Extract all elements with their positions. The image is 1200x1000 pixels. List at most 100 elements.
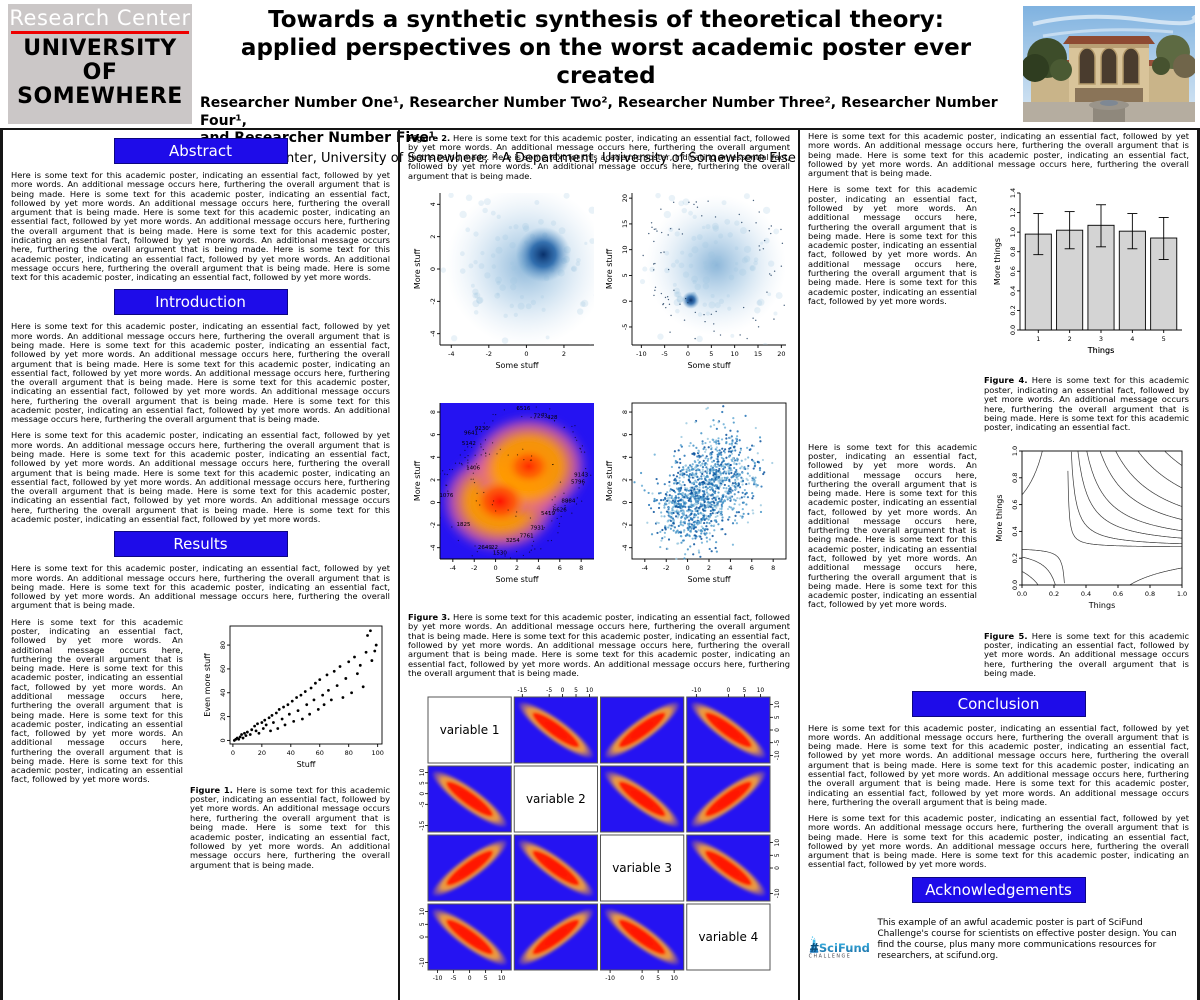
figure-3-caption-text: Here is some text for this academic post… bbox=[408, 611, 791, 679]
figure-2-caption: Figure 2. Here is some text for this aca… bbox=[408, 133, 790, 181]
svg-text:variable 4: variable 4 bbox=[698, 930, 758, 944]
svg-text:8: 8 bbox=[621, 410, 629, 414]
svg-text:Some stuff: Some stuff bbox=[495, 575, 539, 584]
svg-text:-4: -4 bbox=[429, 330, 437, 336]
svg-text:5: 5 bbox=[574, 687, 578, 694]
svg-text:4: 4 bbox=[1130, 335, 1134, 343]
svg-text:-5: -5 bbox=[419, 801, 426, 807]
svg-text:0.2: 0.2 bbox=[1011, 553, 1019, 563]
svg-text:0.6: 0.6 bbox=[1009, 267, 1017, 277]
section-header-abstract: Abstract bbox=[113, 138, 288, 164]
svg-text:22: 22 bbox=[491, 545, 498, 551]
svg-text:0.6: 0.6 bbox=[1113, 590, 1123, 598]
svg-text:0: 0 bbox=[774, 727, 781, 731]
svg-text:1.0: 1.0 bbox=[1011, 445, 1019, 455]
svg-text:2: 2 bbox=[707, 564, 711, 572]
poster-title-line1: Towards a synthetic synthesis of theoret… bbox=[268, 7, 944, 33]
svg-text:10: 10 bbox=[419, 768, 426, 776]
svg-text:0: 0 bbox=[419, 934, 426, 938]
svg-text:0: 0 bbox=[494, 564, 498, 572]
svg-text:80: 80 bbox=[345, 749, 353, 757]
svg-text:-10: -10 bbox=[691, 687, 701, 694]
svg-text:0.8: 0.8 bbox=[1009, 247, 1017, 257]
introduction-paragraph-1: Here is some text for this academic post… bbox=[11, 321, 390, 425]
svg-text:0.0: 0.0 bbox=[1011, 579, 1019, 589]
figure-4: 0.0 0.2 0.4 0.6 0.8 1.0 1.2 1.4 Things More thing… bbox=[984, 185, 1189, 438]
svg-text:Things: Things bbox=[1087, 346, 1115, 355]
svg-text:1: 1 bbox=[1036, 335, 1040, 343]
figure-5: 0.0 0.2 0.4 0.6 0.8 1.0 0.0 0.2 0.4 0.6 0.8 1.0 Thin… bbox=[984, 443, 1189, 685]
svg-text:10: 10 bbox=[498, 975, 506, 982]
flask-icon bbox=[809, 939, 819, 953]
results-paragraph-1: Here is some text for this academic post… bbox=[11, 563, 390, 611]
svg-text:7293: 7293 bbox=[534, 414, 548, 420]
svg-text:1.0: 1.0 bbox=[1177, 590, 1187, 598]
svg-text:0: 0 bbox=[429, 267, 437, 271]
introduction-paragraph-2: Here is some text for this academic post… bbox=[11, 430, 390, 524]
figure-1-caption-text: Here is some text for this academic post… bbox=[190, 784, 391, 870]
affiliations-line: ¹Research Center, University of Somewher… bbox=[200, 150, 796, 166]
svg-text:0: 0 bbox=[468, 975, 472, 982]
figure-5-caption: Figure 5. Here is some text for this aca… bbox=[984, 630, 1190, 679]
left-column: Abstract Here is some text for this acad… bbox=[0, 130, 400, 1000]
right-side-text-2: Here is some text for this academic post… bbox=[808, 441, 977, 610]
svg-text:0.2: 0.2 bbox=[1009, 306, 1017, 316]
svg-text:-4: -4 bbox=[450, 564, 456, 572]
svg-text:2: 2 bbox=[429, 478, 437, 482]
figure-2-plots: -4 -2 0 2 -4 -2 0 2 4 Some stuff More stuff -10 -5 0… bbox=[408, 187, 790, 397]
figure-3-plots: -4 -2 0 2 4 6 8 -4 -2 0 2 4 6 8 Some stuff More stuff 65… bbox=[408, 397, 790, 611]
figure-5-caption-text: Here is some text for this academic post… bbox=[984, 630, 1190, 679]
svg-text:-5: -5 bbox=[774, 739, 781, 745]
svg-text:0: 0 bbox=[429, 500, 437, 504]
svg-text:-2: -2 bbox=[471, 564, 477, 572]
svg-text:Things: Things bbox=[1087, 346, 1115, 355]
svg-text:5: 5 bbox=[621, 273, 629, 277]
svg-text:1530: 1530 bbox=[493, 550, 507, 556]
figure-3-heatmap-plot: -4 -2 0 2 4 6 8 -4 -2 0 2 4 6 8 Some stuff More stuff 65… bbox=[413, 402, 594, 584]
svg-text:5: 5 bbox=[774, 715, 781, 719]
figure-1-caption: Figure 1. Here is some text for this aca… bbox=[190, 784, 391, 870]
poster-title-line2: applied perspectives on the worst academ… bbox=[240, 35, 972, 90]
svg-text:40: 40 bbox=[219, 688, 227, 696]
svg-text:428: 428 bbox=[547, 415, 558, 421]
svg-text:1.0: 1.0 bbox=[1009, 227, 1017, 237]
svg-text:10: 10 bbox=[731, 350, 739, 358]
logo-university-line2: OF bbox=[82, 60, 118, 86]
svg-text:More things: More things bbox=[993, 238, 1002, 285]
svg-text:-4: -4 bbox=[642, 564, 648, 572]
svg-text:15: 15 bbox=[621, 220, 629, 228]
svg-text:9230: 9230 bbox=[475, 426, 489, 432]
middle-column: Figure 2. Here is some text for this aca… bbox=[400, 130, 800, 1000]
svg-text:0.4: 0.4 bbox=[1009, 286, 1017, 296]
svg-text:2: 2 bbox=[621, 478, 629, 482]
svg-text:7761: 7761 bbox=[520, 533, 534, 539]
hash-glyph: # bbox=[809, 941, 819, 955]
challenge-wordmark: C H A L L E N G E bbox=[809, 953, 850, 959]
svg-text:3254: 3254 bbox=[506, 538, 520, 544]
svg-text:0: 0 bbox=[621, 299, 629, 303]
poster-body: Abstract Here is some text for this acad… bbox=[0, 128, 1200, 1000]
svg-text:60: 60 bbox=[316, 749, 324, 757]
svg-text:More stuff: More stuff bbox=[413, 248, 422, 289]
svg-text:5: 5 bbox=[419, 922, 426, 926]
svg-text:0.8: 0.8 bbox=[1145, 590, 1155, 598]
section-header-conclusion: Conclusion bbox=[911, 690, 1086, 717]
svg-text:6626: 6626 bbox=[553, 507, 567, 513]
figure-3-caption: Figure 3. Here is some text for this aca… bbox=[408, 611, 791, 679]
abstract-text: Here is some text for this academic post… bbox=[11, 170, 390, 283]
svg-text:0: 0 bbox=[231, 749, 235, 757]
svg-text:-4: -4 bbox=[621, 544, 629, 550]
right-side-text-1: Here is some text for this academic post… bbox=[808, 184, 977, 306]
conclusion-paragraph-2: Here is some text for this academic post… bbox=[808, 813, 1189, 870]
svg-text:2: 2 bbox=[562, 350, 566, 358]
svg-text:-2: -2 bbox=[663, 564, 669, 572]
svg-text:5: 5 bbox=[774, 853, 781, 857]
svg-text:More stuff: More stuff bbox=[413, 460, 422, 501]
logo-university-line1: UNIVERSITY bbox=[23, 36, 177, 61]
svg-text:5: 5 bbox=[742, 687, 746, 694]
svg-text:10: 10 bbox=[774, 838, 781, 846]
svg-text:Stuff: Stuff bbox=[297, 760, 316, 769]
figure-2-left-density-plot: -4 -2 0 2 -4 -2 0 2 4 Some stuff More stuff bbox=[413, 192, 594, 370]
svg-text:0: 0 bbox=[524, 350, 528, 358]
svg-text:0: 0 bbox=[726, 687, 730, 694]
